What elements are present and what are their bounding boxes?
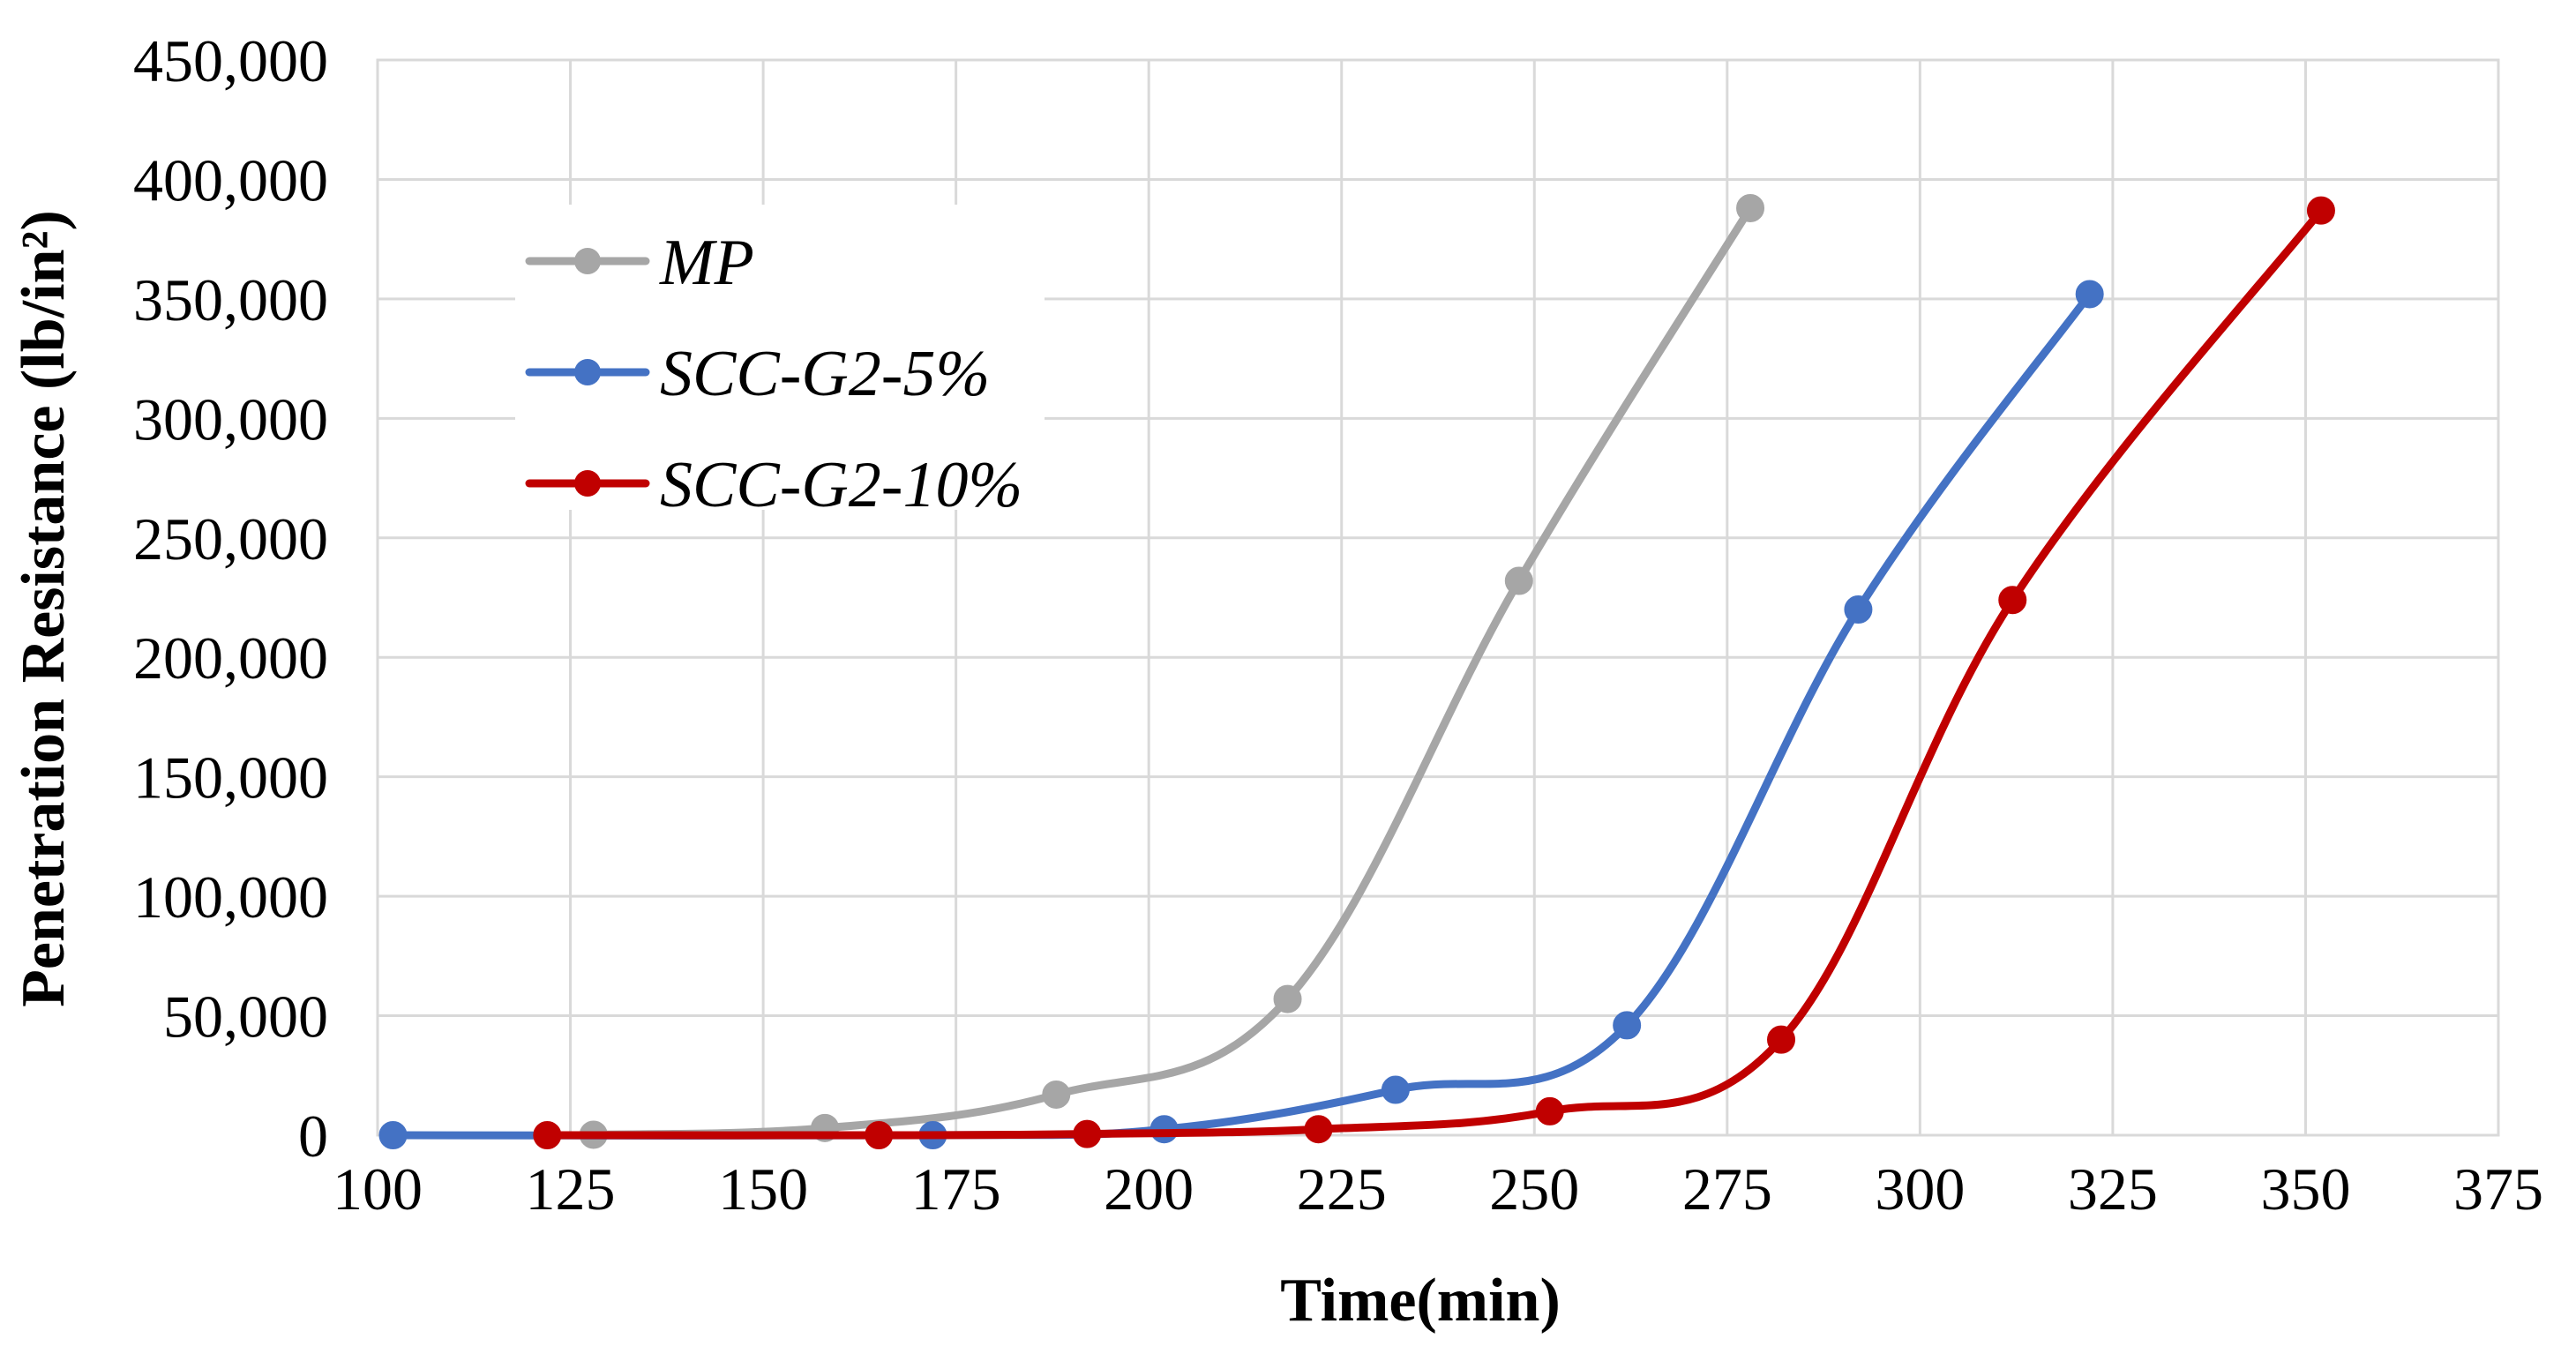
legend-swatch-marker <box>574 359 601 385</box>
x-tick-label: 225 <box>1297 1155 1387 1223</box>
data-point <box>1844 595 1873 624</box>
legend-item: MP <box>525 227 754 299</box>
y-tick-label: 150,000 <box>133 744 328 811</box>
legend-label: SCC-G2-10% <box>660 449 1022 521</box>
legend-item: SCC-G2-10% <box>525 449 1022 521</box>
data-point <box>1273 984 1302 1013</box>
data-point <box>533 1121 562 1149</box>
legend-label: MP <box>659 227 754 299</box>
y-tick-label: 350,000 <box>133 266 328 333</box>
x-tick-label: 100 <box>333 1155 423 1223</box>
data-point <box>1613 1011 1642 1040</box>
y-tick-label: 100,000 <box>133 864 328 931</box>
x-tick-label: 375 <box>2453 1155 2543 1223</box>
x-tick-label: 350 <box>2260 1155 2350 1223</box>
data-point <box>1736 193 1765 222</box>
data-point <box>2075 280 2104 309</box>
legend-label: SCC-G2-5% <box>660 338 990 410</box>
data-point <box>1381 1075 1410 1104</box>
legend-swatch-marker <box>574 470 601 497</box>
x-tick-label: 250 <box>1489 1155 1579 1223</box>
legend-swatch-marker <box>574 248 601 274</box>
y-tick-label: 450,000 <box>133 27 328 94</box>
data-point <box>378 1121 408 1149</box>
data-point <box>1073 1119 1102 1148</box>
y-tick-label: 200,000 <box>133 624 328 692</box>
data-point <box>1998 586 2027 615</box>
series-layer <box>378 193 2335 1149</box>
x-tick-label: 275 <box>1682 1155 1772 1223</box>
x-tick-label: 200 <box>1104 1155 1194 1223</box>
data-point <box>1535 1096 1564 1125</box>
data-point <box>1304 1115 1333 1144</box>
x-tick-label: 125 <box>526 1155 616 1223</box>
legend-box <box>515 205 1045 510</box>
x-tick-label: 175 <box>911 1155 1001 1223</box>
data-point <box>1504 566 1533 595</box>
data-point <box>1767 1025 1796 1054</box>
legend: MP SCC-G2-5% SCC-G2-10% <box>515 205 1045 521</box>
y-tick-label: 300,000 <box>133 385 328 452</box>
x-tick-label: 150 <box>718 1155 808 1223</box>
y-tick-label: 50,000 <box>163 983 328 1051</box>
series-scc-g2-10 <box>533 196 2335 1149</box>
data-point <box>865 1121 894 1149</box>
y-tick-label: 400,000 <box>133 146 328 213</box>
y-tick-label: 250,000 <box>133 505 328 572</box>
axes: 100 125 150 175 200 225 250 275 300 325 350 375 0 50,… <box>133 27 2543 1223</box>
data-point <box>1042 1080 1071 1109</box>
legend-item: SCC-G2-5% <box>525 338 990 410</box>
data-point <box>2306 196 2335 225</box>
x-axis-title: Time(min) <box>1280 1267 1561 1335</box>
x-tick-label: 300 <box>1875 1155 1965 1223</box>
y-tick-label: 0 <box>298 1103 328 1170</box>
y-axis-title: Penetration Resistance (lb/in²) <box>10 210 78 1007</box>
x-tick-label: 325 <box>2068 1155 2158 1223</box>
